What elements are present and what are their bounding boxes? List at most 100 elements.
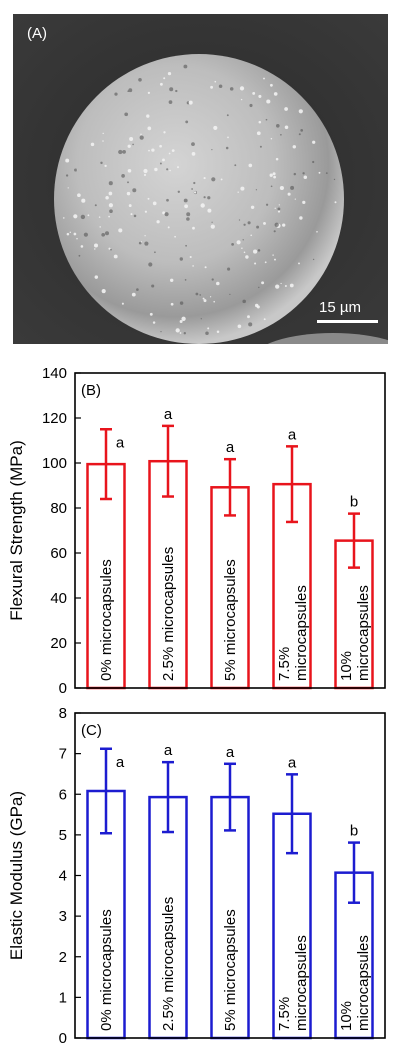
surface-speck [78,254,81,257]
surface-speck [102,132,104,135]
plot-frame [74,372,386,689]
surface-speck [243,251,246,254]
surface-speck [205,331,209,335]
surface-speck [143,173,147,177]
surface-speck [166,198,169,202]
surface-speck [242,299,246,304]
surface-speck [299,216,303,220]
surface-speck [240,186,245,191]
surface-speck [149,312,153,316]
surface-speck [207,327,210,330]
surface-speck [202,297,205,300]
surface-speck [259,145,262,148]
surface-speck [303,175,308,180]
significance-letter: a [226,744,235,761]
surface-speck [147,197,150,200]
surface-speck [108,203,114,208]
surface-speck [132,188,137,193]
surface-speck [245,255,249,259]
surface-speck [126,191,131,196]
surface-speck [80,214,86,220]
surface-speck [184,204,189,209]
surface-speck [90,142,95,147]
surface-speck [292,145,297,149]
category-label: 5% microcapsules [222,909,239,1031]
surface-speck [325,172,328,174]
surface-speck [167,71,172,76]
significance-letter: a [164,406,173,423]
surface-speck [121,302,124,305]
surface-speck [175,89,178,93]
surface-speck [302,200,306,205]
y-axis-label: Elastic Modulus (GPa) [7,791,26,960]
surface-speck [200,203,205,208]
surface-speck [168,152,171,155]
surface-speck [183,64,188,69]
significance-letter: a [116,754,125,771]
surface-speck [216,330,220,334]
surface-speck [192,226,195,230]
surface-speck [211,278,214,281]
surface-speck [144,210,147,213]
surface-speck [188,100,193,105]
surface-speck [163,131,166,134]
surface-speck [65,174,69,177]
surface-speck [179,257,183,261]
y-tick-label: 80 [50,500,67,517]
surface-speck [258,286,260,289]
surface-speck [210,224,215,229]
surface-speck [218,84,223,88]
bar [210,486,250,690]
elastic-modulus-chart-svg: 0 1 2 3 4 5 6 7 8 a 0% microcapsules a 2.5% microca… [7,705,386,1047]
surface-speck [73,214,78,219]
y-tick-label: 60 [50,545,67,562]
surface-speck [278,204,280,206]
surface-speck [99,226,101,228]
surface-speck [265,203,269,206]
surface-speck [136,288,139,291]
surface-speck [118,228,123,233]
surface-speck [210,85,214,89]
plot-frame [74,712,386,1039]
surface-speck [191,142,195,147]
surface-speck [148,149,150,152]
surface-speck [265,118,268,121]
surface-speck [160,330,162,333]
surface-speck [289,283,294,288]
surface-speck [131,292,136,297]
surface-speck [203,299,207,303]
significance-letter: b [350,494,358,511]
surface-speck [183,332,186,335]
surface-speck [280,133,282,136]
surface-speck [127,181,129,184]
surface-speck [270,185,273,188]
surface-speck [185,120,189,124]
surface-speck [67,187,69,189]
surface-speck [261,281,265,285]
surface-speck [273,175,276,179]
surface-speck [333,178,336,181]
significance-letter: b [350,823,358,840]
surface-speck [170,302,174,306]
surface-speck [104,231,110,236]
surface-speck [159,162,162,165]
surface-speck [166,168,169,171]
surface-speck [274,222,279,227]
surface-speck [69,231,72,234]
surface-speck [138,241,142,245]
surface-speck [94,243,98,248]
surface-speck [133,214,137,218]
surface-speck [113,254,118,259]
surface-speck [73,232,77,236]
surface-speck [195,292,199,296]
surface-speck [104,164,107,168]
y-tick-label: 3 [59,908,67,925]
surface-speck [168,100,173,104]
surface-speck [181,316,186,321]
surface-speck [148,262,153,267]
surface-speck [279,185,284,191]
surface-speck [250,234,253,237]
surface-speck [167,226,170,229]
surface-speck [169,87,174,92]
category-label: 10%microcapsules [338,935,372,1031]
